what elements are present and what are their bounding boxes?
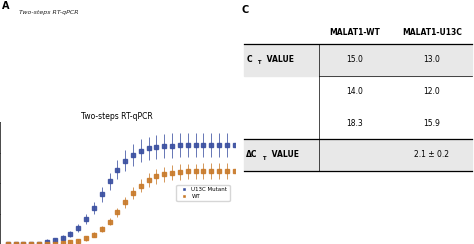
Text: MALAT1-WT: MALAT1-WT [329, 28, 380, 37]
Text: VALUE: VALUE [264, 55, 294, 64]
Text: C: C [246, 55, 252, 64]
Text: 14.0: 14.0 [346, 87, 363, 96]
Bar [244, 139, 472, 171]
Text: T: T [262, 156, 265, 161]
Text: VALUE: VALUE [269, 151, 299, 159]
Text: 13.0: 13.0 [423, 55, 440, 64]
Text: C: C [242, 5, 249, 15]
Bar [244, 44, 472, 76]
Text: T: T [257, 61, 260, 65]
Text: 18.3: 18.3 [346, 119, 363, 128]
Text: 15.9: 15.9 [423, 119, 440, 128]
Text: ΔC: ΔC [246, 151, 258, 159]
Title: Two-steps RT-qPCR: Two-steps RT-qPCR [82, 112, 153, 121]
Text: 2.1 ± 0.2: 2.1 ± 0.2 [414, 151, 449, 159]
Text: MALAT1-U13C: MALAT1-U13C [402, 28, 462, 37]
Text: 15.0: 15.0 [346, 55, 363, 64]
Text: Two-steps RT-qPCR: Two-steps RT-qPCR [19, 10, 78, 15]
Text: 12.0: 12.0 [423, 87, 440, 96]
Text: A: A [2, 1, 10, 11]
Legend: U13C Mutant, WT: U13C Mutant, WT [176, 185, 229, 201]
